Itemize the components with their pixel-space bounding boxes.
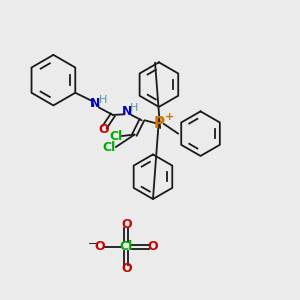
Text: O: O	[121, 218, 131, 231]
Text: −: −	[88, 238, 98, 249]
Text: H: H	[130, 103, 139, 113]
Text: Cl: Cl	[109, 130, 122, 143]
Text: O: O	[94, 240, 105, 253]
Text: O: O	[98, 123, 109, 136]
Text: O: O	[121, 262, 131, 275]
Text: P: P	[154, 116, 165, 131]
Text: Cl: Cl	[103, 141, 116, 154]
Text: O: O	[148, 240, 158, 253]
Text: H: H	[99, 95, 107, 105]
Text: N: N	[122, 105, 132, 118]
Text: N: N	[90, 98, 101, 110]
Text: Cl: Cl	[120, 240, 133, 253]
Text: +: +	[164, 112, 174, 122]
